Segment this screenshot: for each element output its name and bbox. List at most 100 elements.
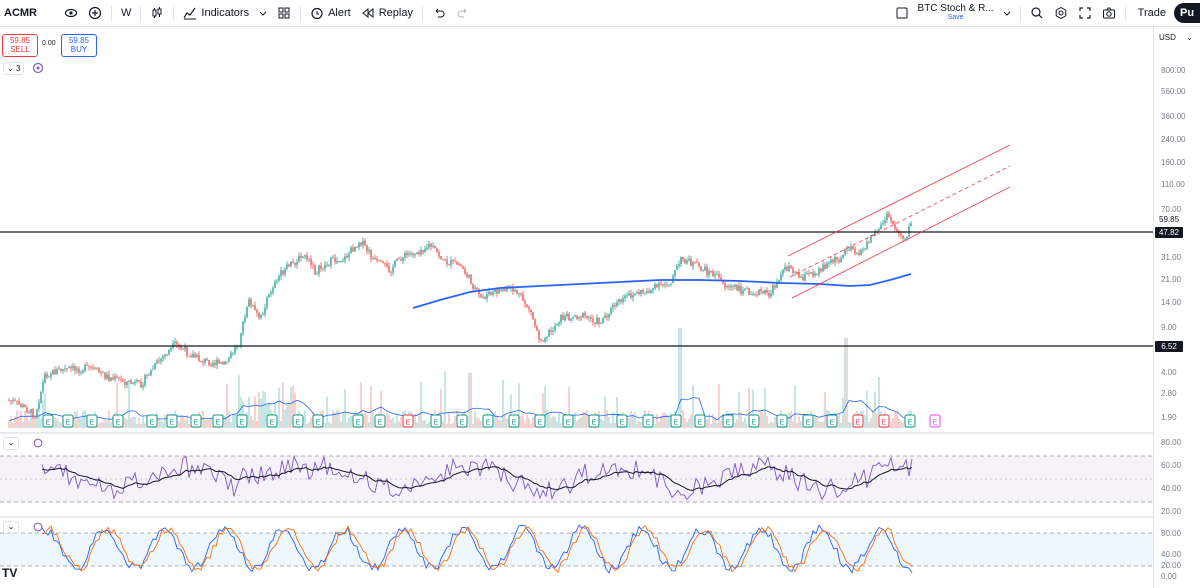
earnings-marker[interactable] [42, 414, 54, 428]
volume-bar [40, 418, 42, 428]
candle-body [722, 280, 724, 284]
candles-icon[interactable] [145, 3, 169, 23]
earnings-marker[interactable] [776, 414, 788, 428]
candle-body [606, 315, 608, 318]
earnings-marker[interactable] [929, 414, 941, 428]
candle-body [710, 271, 712, 272]
volume-bar [16, 410, 18, 428]
settings-icon[interactable] [32, 521, 44, 533]
volume-bar [240, 397, 242, 428]
earnings-marker[interactable] [508, 414, 520, 428]
alert-button[interactable]: Alert [305, 3, 356, 23]
channel-lower-line[interactable] [791, 186, 1011, 299]
candle-body [24, 404, 26, 408]
candle-body [772, 285, 774, 294]
earnings-marker[interactable] [826, 414, 838, 428]
earnings-marker[interactable] [694, 414, 706, 428]
tradingview-logo-icon[interactable]: TV [2, 566, 18, 580]
volume-bar [178, 421, 180, 428]
volume-bar [34, 420, 36, 428]
earnings-marker[interactable] [748, 414, 760, 428]
publish-button[interactable]: Pu [1174, 3, 1200, 23]
earnings-marker[interactable] [482, 414, 494, 428]
price-scale[interactable] [1153, 27, 1200, 588]
legend-collapse-button[interactable]: ⌄ 3 [3, 62, 25, 75]
earnings-marker-label: E [674, 420, 679, 427]
templates-icon[interactable] [272, 3, 296, 23]
settings-icon[interactable] [32, 437, 44, 449]
candle-body [28, 412, 30, 414]
candle-body [384, 263, 386, 264]
earnings-marker[interactable] [402, 414, 414, 428]
earnings-marker-label: E [780, 420, 785, 427]
replay-button[interactable]: Replay [356, 3, 418, 23]
earnings-marker[interactable] [374, 414, 386, 428]
earnings-marker[interactable] [190, 414, 202, 428]
candle-body [90, 366, 92, 368]
fullscreen-icon[interactable] [1073, 3, 1097, 23]
camera-icon[interactable] [1097, 3, 1121, 23]
candle-body [608, 314, 610, 318]
earnings-marker[interactable] [670, 414, 682, 428]
rsi-pane-collapse[interactable]: ⌄ [3, 437, 19, 450]
currency-label[interactable]: USD ⌄ [1159, 33, 1193, 42]
candle-body [884, 220, 886, 224]
earnings-marker[interactable] [292, 414, 304, 428]
settings-icon[interactable] [1049, 3, 1073, 23]
earnings-marker[interactable] [802, 414, 814, 428]
earnings-marker[interactable] [312, 414, 324, 428]
layout-name-button[interactable]: BTC Stoch & R... Save [914, 4, 998, 22]
eye-icon[interactable] [59, 3, 83, 23]
settings-icon[interactable] [31, 61, 45, 75]
earnings-marker[interactable] [904, 414, 916, 428]
earnings-marker[interactable] [430, 414, 442, 428]
layout-icon[interactable] [890, 3, 914, 23]
interval-button[interactable]: W [121, 7, 132, 19]
candle-body [266, 297, 268, 308]
volume-bar [560, 423, 562, 428]
earnings-marker[interactable] [588, 414, 600, 428]
earnings-marker[interactable] [146, 414, 158, 428]
earnings-marker[interactable] [266, 414, 278, 428]
search-icon[interactable] [1025, 3, 1049, 23]
earnings-marker[interactable] [456, 414, 468, 428]
earnings-marker[interactable] [112, 414, 124, 428]
earnings-marker[interactable] [616, 414, 628, 428]
channel-upper-line[interactable] [787, 144, 1011, 257]
earnings-marker[interactable] [166, 414, 178, 428]
trade-button[interactable]: Trade [1137, 7, 1166, 19]
volume-bar [144, 423, 146, 428]
candle-body [248, 299, 250, 307]
sell-button[interactable]: 59.85 SELL [2, 34, 38, 57]
chevron-down-icon[interactable] [254, 3, 272, 23]
chevron-down-icon[interactable] [998, 3, 1016, 23]
earnings-marker[interactable] [852, 414, 864, 428]
earnings-marker[interactable] [534, 414, 546, 428]
earnings-marker[interactable] [236, 414, 248, 428]
undo-icon[interactable] [427, 3, 451, 23]
earnings-marker[interactable] [562, 414, 574, 428]
earnings-marker[interactable] [642, 414, 654, 428]
symbol-search[interactable]: ACMR [4, 7, 37, 19]
volume-bar [662, 412, 664, 428]
earnings-marker[interactable] [352, 414, 364, 428]
volume-bar [330, 423, 332, 428]
candle-body [322, 268, 324, 270]
channel-mid-line[interactable] [789, 165, 1011, 278]
redo-icon[interactable] [451, 3, 475, 23]
buy-button[interactable]: 59.85 BUY [61, 34, 97, 57]
volume-bar [180, 415, 182, 428]
candle-body [224, 361, 226, 365]
candle-body [404, 252, 406, 258]
earnings-marker[interactable] [86, 414, 98, 428]
indicators-button[interactable]: Indicators [178, 3, 254, 23]
earnings-marker[interactable] [212, 414, 224, 428]
candle-body [258, 312, 260, 318]
stoch-pane-collapse[interactable]: ⌄ [3, 521, 19, 534]
earnings-marker[interactable] [878, 414, 890, 428]
volume-bar [224, 415, 226, 428]
earnings-marker[interactable] [62, 414, 74, 428]
earnings-marker[interactable] [722, 414, 734, 428]
plus-circle-icon[interactable] [83, 3, 107, 23]
